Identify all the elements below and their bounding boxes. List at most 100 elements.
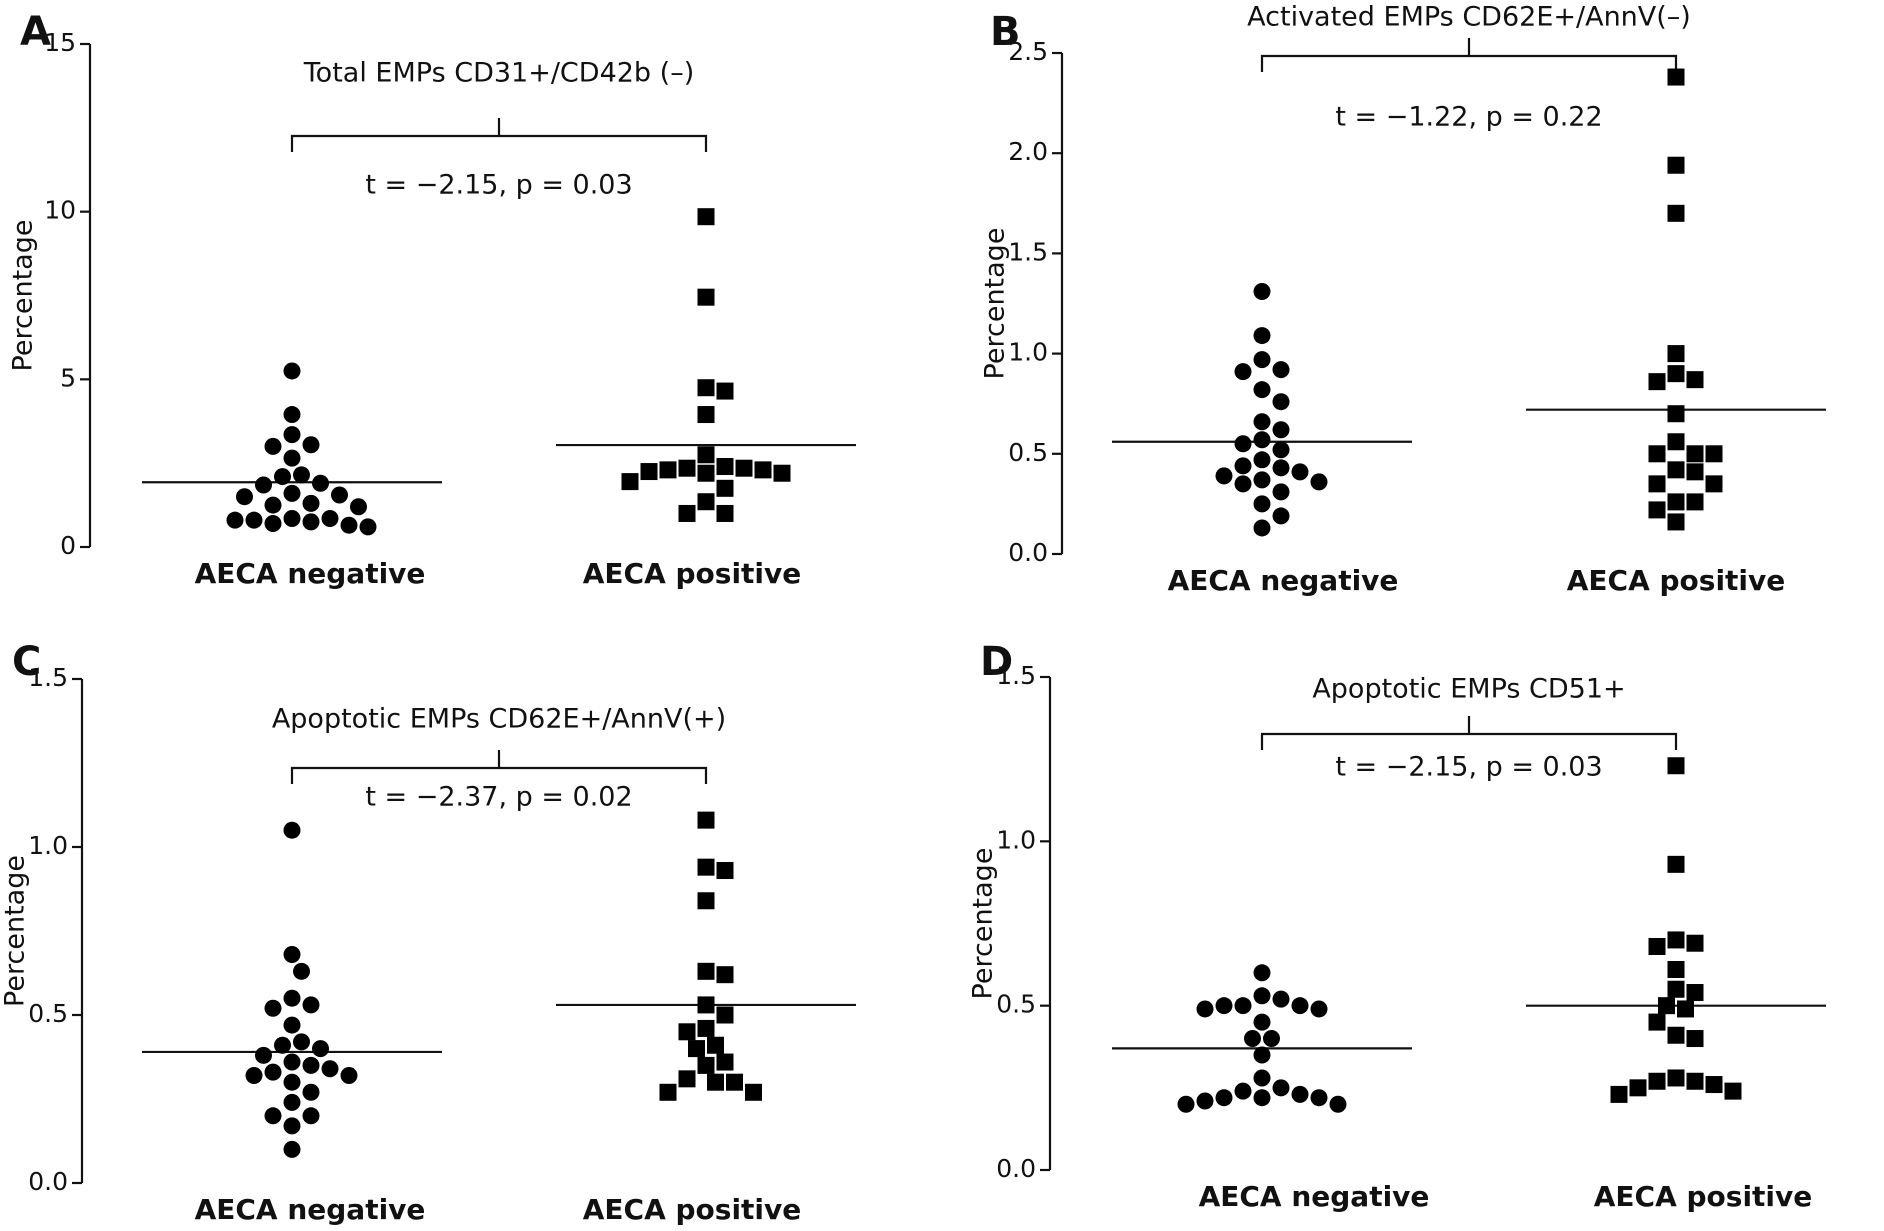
- y-axis-label: Percentage: [968, 848, 999, 1000]
- data-point: [236, 488, 253, 506]
- data-point: [302, 1056, 320, 1074]
- data-point: [1310, 1089, 1328, 1107]
- y-tick-label: 1.5: [996, 661, 1036, 690]
- data-point: [1667, 345, 1685, 363]
- y-tick-label: 1.0: [1008, 338, 1048, 367]
- data-point: [716, 479, 734, 497]
- data-point: [302, 436, 320, 454]
- x-tick-label: AECA positive: [583, 1193, 802, 1226]
- data-point: [1234, 475, 1252, 493]
- data-point: [716, 966, 734, 984]
- data-point: [1667, 405, 1685, 423]
- y-tick-label: 0.0: [996, 1154, 1036, 1183]
- x-tick-label: AECA positive: [583, 557, 802, 590]
- data-point: [245, 511, 263, 529]
- test-annotation: t = −2.15, p = 0.03: [365, 170, 632, 201]
- data-point: [716, 458, 734, 476]
- data-point: [1648, 938, 1666, 956]
- data-point: [1253, 413, 1271, 431]
- data-point: [697, 446, 715, 464]
- data-point: [1272, 507, 1290, 525]
- data-point: [1648, 445, 1666, 463]
- y-tick-label: 0.5: [28, 999, 68, 1028]
- data-point: [1705, 475, 1723, 493]
- data-point: [331, 486, 348, 504]
- data-point: [293, 466, 310, 484]
- data-point: [716, 862, 734, 880]
- y-tick-label: 0.5: [1008, 438, 1048, 467]
- data-point: [274, 1036, 291, 1054]
- data-point: [707, 1036, 724, 1054]
- x-tick-label: AECA negative: [1168, 564, 1399, 597]
- data-point: [697, 1019, 715, 1037]
- data-point: [697, 288, 715, 306]
- data-point: [726, 1073, 743, 1091]
- data-point: [293, 1033, 310, 1051]
- data-point: [688, 1040, 705, 1058]
- y-tick-label: 0.0: [1008, 538, 1048, 567]
- data-point: [1648, 373, 1666, 391]
- data-point: [264, 1107, 282, 1125]
- data-point: [1648, 1013, 1666, 1031]
- data-point: [745, 1083, 762, 1101]
- test-annotation: t = −1.22, p = 0.22: [1335, 102, 1602, 133]
- y-tick-label: 2.5: [1008, 37, 1048, 66]
- data-point: [1667, 980, 1685, 998]
- data-point: [321, 509, 339, 527]
- data-point: [340, 516, 358, 534]
- data-point: [1253, 431, 1271, 449]
- data-point: [659, 461, 677, 479]
- data-point: [621, 473, 639, 491]
- data-point: [1686, 371, 1704, 389]
- data-point: [697, 1056, 715, 1074]
- y-tick-label: 15: [44, 28, 76, 57]
- data-point: [1667, 204, 1685, 222]
- significance-bracket: [290, 118, 708, 152]
- data-point: [1329, 1095, 1347, 1113]
- data-point: [1253, 1046, 1271, 1064]
- data-point: [1648, 475, 1666, 493]
- data-point: [283, 362, 301, 380]
- panel: B 0.0 0.5 1.0 1.5 2.0 2.5 Percentage Activated E…: [980, 2, 1826, 597]
- data-point: [1272, 990, 1290, 1008]
- data-point: [264, 999, 282, 1017]
- data-point: [350, 498, 367, 516]
- data-point: [1253, 1089, 1271, 1107]
- data-point: [302, 996, 320, 1014]
- data-point: [293, 962, 310, 980]
- data-point: [1196, 1092, 1214, 1110]
- data-point: [1253, 987, 1271, 1005]
- data-point: [659, 1083, 677, 1101]
- data-point: [1686, 984, 1704, 1002]
- data-point: [1272, 393, 1290, 411]
- data-point: [1253, 495, 1271, 513]
- y-tick-label: 1.5: [28, 663, 68, 692]
- data-point: [302, 513, 320, 531]
- data-point: [1253, 327, 1271, 345]
- data-point: [1667, 961, 1685, 979]
- y-tick-label: 0.5: [996, 990, 1036, 1019]
- data-point: [1272, 361, 1290, 379]
- data-point: [678, 1023, 696, 1041]
- y-axis-label: Percentage: [0, 855, 31, 1007]
- data-point: [302, 1107, 320, 1125]
- data-point: [1667, 156, 1685, 174]
- data-point: [697, 406, 715, 424]
- data-point: [1686, 463, 1704, 481]
- data-point: [716, 1053, 734, 1071]
- data-point: [302, 1083, 320, 1101]
- chart-title: Apoptotic EMPs CD62E+/AnnV(+): [272, 704, 726, 735]
- data-point: [1253, 519, 1271, 537]
- data-point: [283, 946, 301, 964]
- data-point: [1253, 381, 1271, 399]
- data-point: [1667, 433, 1685, 451]
- data-point: [1253, 351, 1271, 369]
- data-point: [283, 1117, 301, 1135]
- data-point: [1686, 445, 1704, 463]
- data-point: [1263, 1030, 1280, 1048]
- panel-letter: A: [20, 9, 51, 55]
- data-point: [1272, 459, 1290, 477]
- data-point: [283, 484, 301, 502]
- data-point: [678, 1070, 696, 1088]
